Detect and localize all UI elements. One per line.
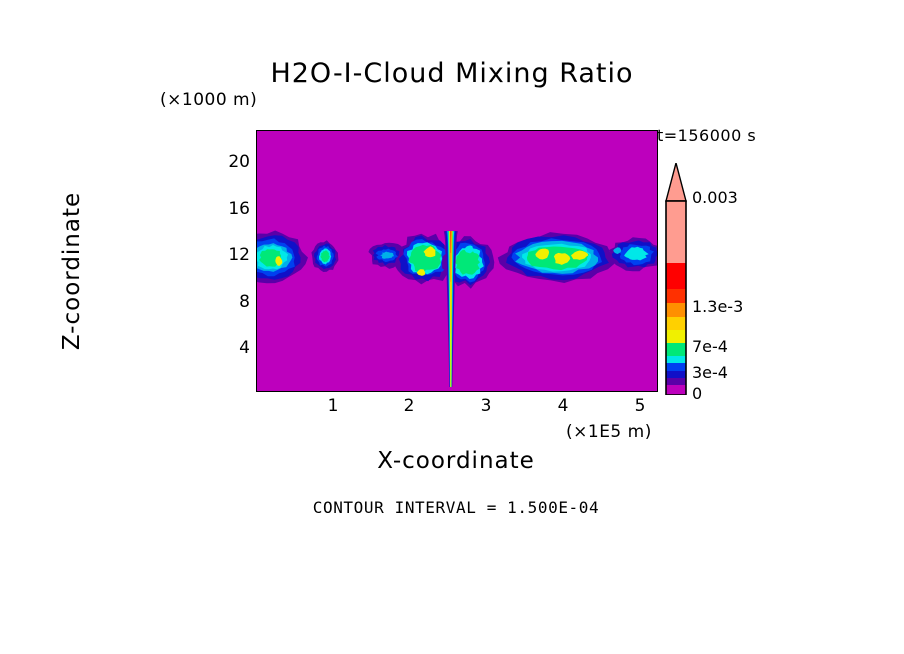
contour-band: [464, 245, 474, 254]
y-axis-title: Z-coordinate: [59, 191, 85, 351]
contour-band: [624, 246, 649, 261]
colorbar-band: [666, 378, 686, 385]
contour-band: [275, 256, 283, 266]
colorbar-label-3: 3e-4: [692, 363, 728, 382]
y-tick-4: 4: [239, 338, 250, 358]
contour-band: [416, 269, 426, 276]
x-tick-5: 5: [634, 396, 646, 416]
y-tick-20: 20: [228, 152, 250, 172]
plume-contour-band: [449, 231, 453, 334]
contour-band: [571, 250, 589, 260]
contour-band: [320, 250, 330, 263]
contour-field: [257, 131, 657, 391]
x-tick-2: 2: [403, 396, 415, 416]
colorbar-label-1: 1.3e-3: [692, 297, 744, 316]
contour-band: [380, 251, 394, 259]
colorbar-band: [666, 330, 686, 343]
colorbar-band: [666, 263, 686, 289]
y-tick-labels: 20 16 12 8 4: [206, 0, 250, 654]
colorbar-band: [666, 317, 686, 330]
colorbar-band: [666, 201, 686, 263]
colorbar: [665, 163, 687, 395]
contour-band: [454, 249, 480, 275]
contour-interval-note: CONTOUR INTERVAL = 1.500E-04: [312, 498, 600, 517]
colorbar-label-2: 7e-4: [692, 337, 728, 356]
x-axis-units-label: (×1E5 m): [566, 422, 652, 442]
colorbar-frame: [665, 200, 687, 395]
contour-band: [613, 247, 622, 254]
y-tick-8: 8: [239, 292, 250, 312]
colorbar-band: [666, 363, 686, 371]
figure-title: H2O-I-Cloud Mixing Ratio: [0, 58, 904, 89]
colorbar-band: [666, 356, 686, 363]
contour-band: [535, 248, 550, 260]
colorbar-band: [666, 371, 686, 378]
y-tick-12: 12: [228, 245, 250, 265]
colorbar-label-4: 0: [692, 384, 703, 403]
x-tick-3: 3: [480, 396, 492, 416]
contour-band: [423, 246, 436, 258]
x-tick-4: 4: [557, 396, 569, 416]
x-axis-title: X-coordinate: [377, 448, 535, 474]
plume-contour-band: [450, 231, 452, 253]
colorbar-band: [666, 289, 686, 303]
colorbar-label-0: 0.003: [692, 188, 738, 207]
colorbar-band: [666, 385, 686, 395]
figure-title-text: H2O-I-Cloud Mixing Ratio: [270, 58, 634, 89]
y-tick-16: 16: [228, 199, 250, 219]
colorbar-band: [666, 303, 686, 317]
time-annotation: t=156000 s: [657, 126, 757, 145]
colorbar-band: [666, 343, 686, 356]
plume-contour-band: [449, 231, 452, 282]
x-tick-1: 1: [327, 396, 339, 416]
contour-band: [553, 252, 571, 265]
y-axis-units-label: (×1000 m): [160, 90, 258, 110]
colorbar-extend-arrow: [665, 163, 687, 202]
contour-plot-area: [256, 130, 658, 392]
